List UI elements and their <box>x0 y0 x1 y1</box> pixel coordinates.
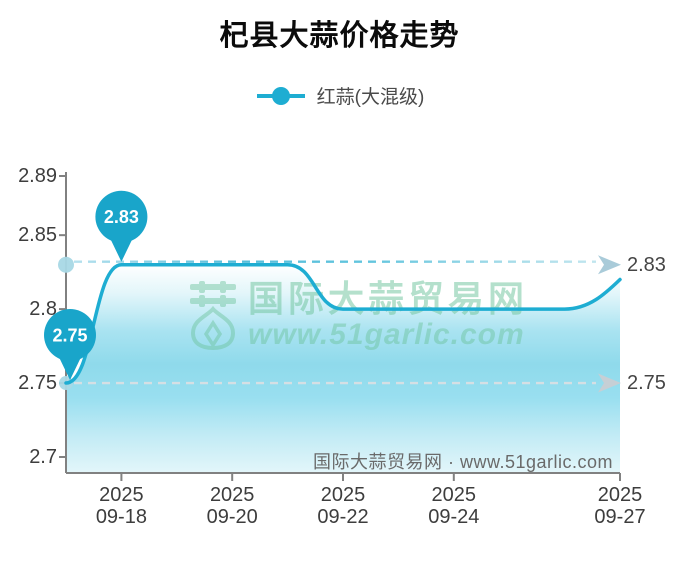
garlic-logo-icon <box>190 281 236 351</box>
x-tick-label: 2025 09-27 <box>594 484 646 528</box>
y-tick-label: 2.7 <box>29 446 57 468</box>
legend-item-red-garlic[interactable]: 红蒜(大混级) <box>255 82 425 109</box>
balloon-tail <box>57 353 83 381</box>
chart-title: 杞县大蒜价格走势 <box>219 20 460 52</box>
footer-note: 国际大蒜贸易网 · www.51garlic.com <box>312 452 613 472</box>
max-value-label: 2.83 <box>627 253 666 276</box>
watermark-brand: 国际大蒜贸易网 <box>248 278 529 319</box>
min-value-label: 2.75 <box>627 372 666 395</box>
legend-label: 红蒜(大混级) <box>316 87 425 108</box>
balloon-marker: 2.75 <box>44 309 96 381</box>
x-tick-label: 2025 09-18 <box>95 484 147 528</box>
y-tick-label: 2.89 <box>18 165 57 187</box>
min-arrowhead-icon <box>598 373 621 393</box>
legend-line-dot-icon <box>256 86 305 105</box>
balloon-tail <box>108 234 135 262</box>
balloon-marker: 2.83 <box>95 190 148 262</box>
watermark-site: www.51garlic.com <box>248 318 525 351</box>
balloon-value-label: 2.83 <box>104 207 139 227</box>
x-tick-label: 2025 09-22 <box>317 484 369 528</box>
y-tick-label: 2.8 <box>29 298 57 321</box>
max-arrowhead-icon <box>598 255 621 275</box>
watermark: 国际大蒜贸易网 www.51garlic.com <box>186 281 528 351</box>
min-axis-dot <box>59 376 73 391</box>
x-tick-label: 2025 09-20 <box>206 484 258 528</box>
balloon-bubble <box>44 309 96 362</box>
balloon-bubble <box>95 190 148 243</box>
y-tick-label: 2.75 <box>18 372 57 395</box>
x-tick-label: 2025 09-24 <box>428 484 480 528</box>
balloon-value-label: 2.75 <box>52 326 87 346</box>
y-tick-label: 2.85 <box>18 224 57 247</box>
max-axis-dot <box>58 256 74 273</box>
legend: 红蒜(大混级) <box>0 82 679 109</box>
